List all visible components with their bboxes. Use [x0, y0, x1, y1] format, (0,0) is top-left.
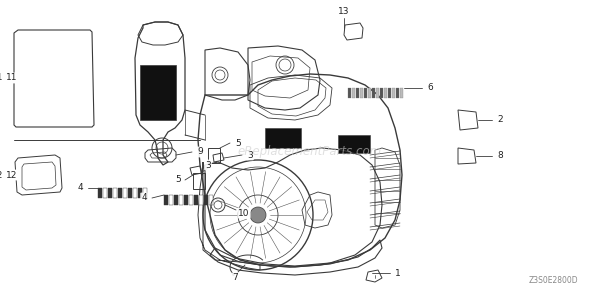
Bar: [138, 188, 142, 198]
Text: 4: 4: [141, 194, 147, 202]
Bar: [174, 195, 178, 205]
Bar: [133, 188, 137, 198]
Bar: [179, 195, 183, 205]
Text: 3: 3: [205, 160, 211, 170]
Bar: [348, 88, 351, 98]
Text: 4: 4: [77, 183, 83, 193]
Bar: [352, 88, 355, 98]
Text: 5: 5: [175, 176, 181, 184]
Bar: [392, 88, 395, 98]
Text: 5: 5: [235, 138, 241, 148]
Text: 11: 11: [0, 73, 4, 83]
Bar: [123, 188, 127, 198]
Bar: [140, 65, 176, 120]
Bar: [108, 188, 112, 198]
Bar: [396, 88, 399, 98]
Bar: [184, 195, 188, 205]
Text: 1: 1: [395, 268, 401, 278]
Bar: [118, 188, 122, 198]
Bar: [380, 88, 383, 98]
Bar: [189, 195, 193, 205]
Bar: [113, 188, 117, 198]
Bar: [338, 135, 370, 153]
Text: 3: 3: [247, 150, 253, 160]
Text: 9: 9: [197, 148, 203, 157]
Bar: [376, 88, 379, 98]
Bar: [103, 188, 107, 198]
Bar: [364, 88, 367, 98]
Bar: [360, 88, 363, 98]
Bar: [128, 188, 132, 198]
Text: 10: 10: [238, 209, 250, 217]
Text: 12: 12: [6, 171, 18, 179]
Bar: [143, 188, 147, 198]
Bar: [384, 88, 387, 98]
Bar: [356, 88, 359, 98]
Text: eReplacementParts.com: eReplacementParts.com: [238, 145, 382, 158]
Bar: [400, 88, 403, 98]
Text: 8: 8: [497, 152, 503, 160]
Text: 11: 11: [6, 73, 18, 83]
Circle shape: [250, 207, 266, 223]
Bar: [372, 88, 375, 98]
Bar: [194, 195, 198, 205]
Text: 6: 6: [427, 83, 433, 93]
Bar: [98, 188, 102, 198]
Text: Z3S0E2800D: Z3S0E2800D: [529, 276, 578, 285]
Text: 13: 13: [338, 7, 350, 17]
Text: 12: 12: [0, 171, 4, 179]
Bar: [388, 88, 391, 98]
Text: 7: 7: [232, 273, 238, 283]
Bar: [208, 148, 220, 163]
Bar: [199, 195, 203, 205]
Bar: [204, 195, 208, 205]
Bar: [265, 128, 301, 148]
Text: 2: 2: [497, 116, 503, 124]
Bar: [169, 195, 173, 205]
Bar: [209, 195, 213, 205]
Bar: [164, 195, 168, 205]
Bar: [368, 88, 371, 98]
Bar: [193, 173, 205, 189]
